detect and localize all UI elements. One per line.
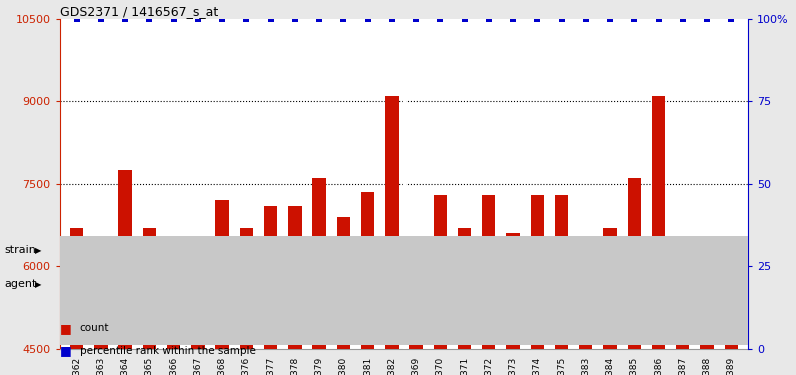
Text: count: count <box>80 323 109 333</box>
Bar <box>64 271 234 298</box>
Bar <box>482 195 495 349</box>
Bar <box>337 217 350 349</box>
Text: ▶: ▶ <box>35 280 41 289</box>
Point <box>579 16 592 22</box>
Text: ■: ■ <box>60 344 72 357</box>
Bar <box>700 255 714 349</box>
Bar <box>531 195 544 349</box>
Bar <box>404 237 743 264</box>
Bar <box>506 233 520 349</box>
Text: agent: agent <box>4 279 37 289</box>
Point <box>652 16 665 22</box>
Point <box>725 16 738 22</box>
Point <box>434 16 447 22</box>
Bar <box>574 271 743 298</box>
Text: GDS2371 / 1416567_s_at: GDS2371 / 1416567_s_at <box>60 4 218 18</box>
Point <box>192 16 205 22</box>
Point <box>240 16 253 22</box>
Point <box>628 16 641 22</box>
Text: ▶: ▶ <box>35 246 41 255</box>
Point <box>264 16 277 22</box>
Bar <box>142 228 156 349</box>
Text: untreated: untreated <box>459 278 518 291</box>
Point <box>70 16 83 22</box>
Bar <box>724 258 738 349</box>
Text: PPARalpha agonist: PPARalpha agonist <box>264 278 374 291</box>
Bar <box>555 195 568 349</box>
Bar <box>64 237 404 264</box>
Point <box>167 16 180 22</box>
Bar <box>579 308 592 349</box>
Text: strain: strain <box>4 245 36 255</box>
Bar <box>216 200 228 349</box>
Bar <box>627 178 641 349</box>
Bar <box>652 96 665 349</box>
Point <box>337 16 349 22</box>
Point <box>143 16 156 22</box>
Bar <box>385 96 399 349</box>
Text: PPARalpha agonist: PPARalpha agonist <box>604 278 713 291</box>
Bar <box>240 228 253 349</box>
Point <box>458 16 471 22</box>
Text: ■: ■ <box>60 322 72 334</box>
Point <box>410 16 423 22</box>
Bar <box>409 264 423 349</box>
Point <box>119 16 131 22</box>
Bar <box>603 228 617 349</box>
Text: percentile rank within the sample: percentile rank within the sample <box>80 346 256 355</box>
Text: wild type: wild type <box>207 244 261 257</box>
Point <box>700 16 713 22</box>
Bar <box>434 195 447 349</box>
Point <box>603 16 616 22</box>
Point <box>677 16 689 22</box>
Point <box>507 16 520 22</box>
Bar <box>313 178 326 349</box>
Bar <box>167 261 181 349</box>
Point <box>288 16 301 22</box>
Text: untreated: untreated <box>120 278 178 291</box>
Bar <box>264 206 277 349</box>
Bar <box>361 192 374 349</box>
Point <box>385 16 398 22</box>
Point <box>482 16 495 22</box>
Bar <box>404 271 574 298</box>
Text: DN TR transgenic: DN TR transgenic <box>522 244 626 257</box>
Point <box>555 16 568 22</box>
Bar <box>94 272 107 349</box>
Bar <box>234 271 404 298</box>
Bar <box>119 170 132 349</box>
Bar <box>458 228 471 349</box>
Bar <box>70 228 84 349</box>
Bar <box>676 258 689 349</box>
Point <box>216 16 228 22</box>
Bar <box>191 308 205 349</box>
Point <box>531 16 544 22</box>
Point <box>313 16 326 22</box>
Point <box>361 16 374 22</box>
Bar <box>288 206 302 349</box>
Point <box>95 16 107 22</box>
